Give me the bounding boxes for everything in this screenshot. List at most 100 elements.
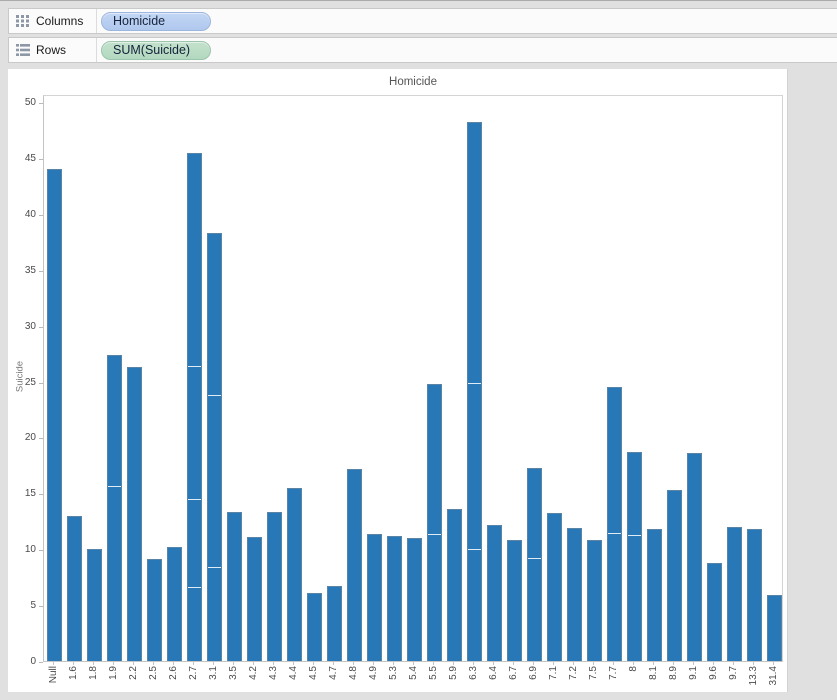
bar-8.9[interactable] [666, 489, 682, 661]
bar-4.7[interactable] [326, 586, 342, 661]
bar-5.5[interactable] [426, 383, 442, 661]
bar-5.3[interactable] [386, 535, 402, 661]
y-tick-label: 45 [24, 152, 36, 164]
bar-9.1[interactable] [686, 453, 702, 661]
x-tick-mark [733, 662, 734, 665]
x-tick-mark [713, 662, 714, 665]
x-tick-label: 2.5 [147, 666, 159, 680]
pill-sum-suicide[interactable]: SUM(Suicide) [101, 40, 211, 60]
x-tick-mark [313, 662, 314, 665]
bar-9.7[interactable] [726, 526, 742, 661]
bar-6.3[interactable] [466, 122, 482, 661]
x-tick-mark [333, 662, 334, 665]
bar-3.1[interactable] [206, 232, 222, 661]
bar-segment-divider [187, 587, 201, 589]
bar-7.2[interactable] [566, 527, 582, 661]
columns-icon [16, 15, 29, 27]
bar-3.5[interactable] [226, 512, 242, 661]
x-tick-label: 1.9 [107, 666, 119, 680]
pill-homicide[interactable]: Homicide [101, 11, 211, 31]
bar-2.2[interactable] [126, 366, 142, 661]
bar-2.5[interactable] [146, 559, 162, 661]
y-tick-mark [39, 158, 43, 160]
x-tick-label: 4.8 [347, 666, 359, 680]
bar-7.7[interactable] [606, 387, 622, 661]
x-tick-label: 5.9 [447, 666, 459, 680]
bar-4.3[interactable] [266, 512, 282, 661]
bar-5.9[interactable] [446, 508, 462, 661]
bar-2.6[interactable] [166, 546, 182, 661]
bar-31.4[interactable] [766, 595, 782, 661]
x-tick-label: 13.3 [747, 666, 759, 686]
x-tick-label: 4.7 [327, 666, 339, 680]
plot-area[interactable] [43, 95, 783, 662]
bar-7.5[interactable] [586, 540, 602, 661]
bar-Null[interactable] [46, 169, 62, 661]
bar-6.9[interactable] [526, 467, 542, 661]
y-tick-label: 40 [24, 208, 36, 220]
x-tick-mark [773, 662, 774, 665]
x-tick-label: 2.7 [187, 666, 199, 680]
x-tick-mark [473, 662, 474, 665]
x-tick-mark [53, 662, 54, 665]
bar-13.3[interactable] [746, 529, 762, 661]
bar-8.1[interactable] [646, 529, 662, 661]
bar-segment-divider [207, 395, 221, 397]
column-header-title: Homicide [389, 76, 437, 88]
x-tick-mark [153, 662, 154, 665]
bar-4.5[interactable] [306, 592, 322, 661]
bar-4.9[interactable] [366, 533, 382, 661]
bar-1.8[interactable] [86, 549, 102, 661]
bar-segment-divider [527, 558, 541, 560]
y-tick-mark [39, 494, 43, 496]
x-tick-label: 8 [627, 666, 639, 672]
x-tick-mark [193, 662, 194, 665]
bar-7.1[interactable] [546, 513, 562, 661]
x-tick-label: 8.9 [667, 666, 679, 680]
x-tick-mark [513, 662, 514, 665]
columns-shelf[interactable]: Columns Homicide [8, 8, 837, 34]
bar-1.6[interactable] [66, 515, 82, 661]
x-tick-label: 5.4 [407, 666, 419, 680]
bar-4.4[interactable] [286, 487, 302, 661]
y-tick-label: 50 [24, 97, 36, 108]
x-tick-label: 7.5 [587, 666, 599, 680]
bar-segment-divider [187, 365, 201, 367]
bar-segment-divider [607, 532, 621, 534]
x-tick-mark [533, 662, 534, 665]
columns-shelf-header: Columns [9, 9, 97, 33]
x-tick-label: 2.2 [127, 666, 139, 680]
bar-9.6[interactable] [706, 562, 722, 661]
bar-6.7[interactable] [506, 540, 522, 661]
bar-4.2[interactable] [246, 536, 262, 661]
x-tick-mark [693, 662, 694, 665]
x-tick-mark [373, 662, 374, 665]
x-tick-label: 3.1 [207, 666, 219, 680]
x-tick-label: 9.1 [687, 666, 699, 680]
bar-4.8[interactable] [346, 468, 362, 661]
x-tick-mark [633, 662, 634, 665]
rows-shelf[interactable]: Rows SUM(Suicide) [8, 37, 837, 63]
x-tick-label: 6.4 [487, 666, 499, 680]
x-tick-label: 7.7 [607, 666, 619, 680]
x-tick-mark [433, 662, 434, 665]
x-tick-label: 8.1 [647, 666, 659, 680]
bar-2.7[interactable] [186, 153, 202, 661]
x-tick-label: 5.5 [427, 666, 439, 680]
y-tick-mark [39, 662, 43, 663]
bar-segment-divider [627, 534, 641, 536]
bar-6.4[interactable] [486, 524, 502, 661]
x-tick-mark [353, 662, 354, 665]
bar-1.9[interactable] [106, 354, 122, 661]
bar-8[interactable] [626, 451, 642, 661]
x-tick-label: 4.9 [367, 666, 379, 680]
y-tick-mark [39, 270, 43, 272]
x-tick-label: 2.6 [167, 666, 179, 680]
x-tick-mark [553, 662, 554, 665]
y-tick-label: 5 [30, 600, 36, 612]
x-tick-mark [653, 662, 654, 665]
x-tick-mark [233, 662, 234, 665]
x-tick-mark [673, 662, 674, 665]
bar-5.4[interactable] [406, 538, 422, 661]
